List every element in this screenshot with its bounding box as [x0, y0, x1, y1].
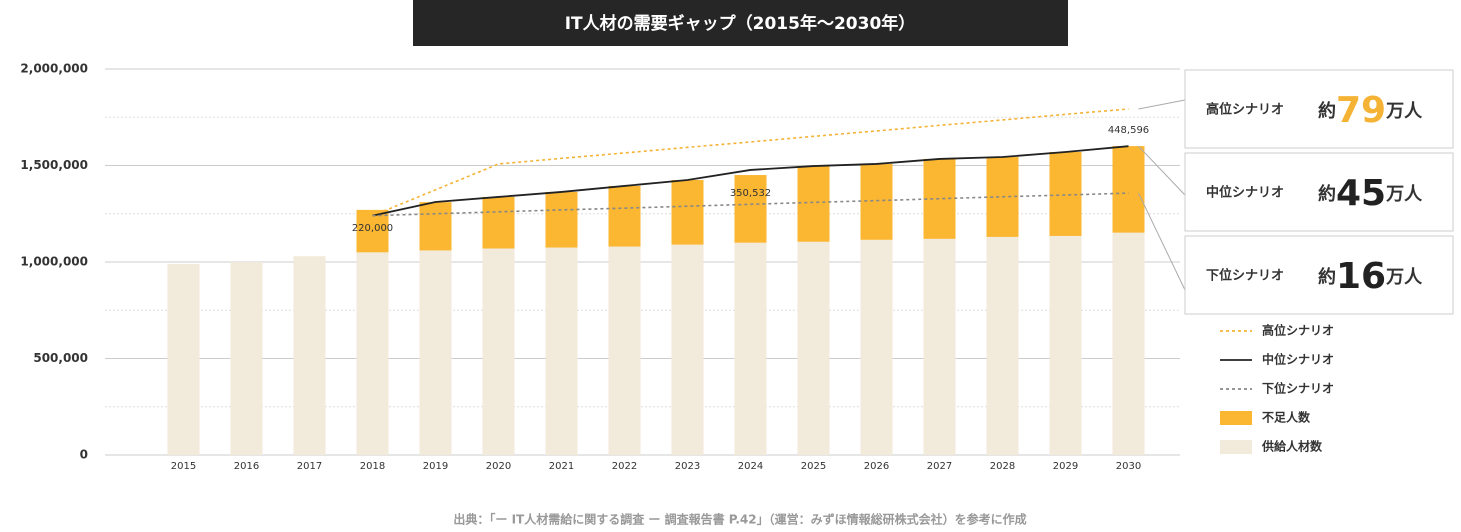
legend-swatch [1220, 411, 1252, 425]
source: 出典：「ー IT人材需給に関する調査 ー 調査報告書 P.42」（運営：みずほ情… [453, 512, 1026, 527]
bar [923, 238, 956, 455]
callout-value: 約45万人 [1318, 173, 1423, 214]
bar [545, 191, 578, 248]
callout-value: 16 [1336, 256, 1386, 297]
callout-label: 中位シナリオ [1206, 185, 1284, 201]
bar [482, 196, 515, 249]
callout-connector [1138, 145, 1186, 196]
x-tick-label: 2015 [171, 461, 196, 472]
x-tick-label: 2028 [990, 461, 1015, 472]
bar [986, 236, 1019, 455]
bar [482, 248, 515, 455]
bar [356, 252, 389, 455]
bar [608, 185, 641, 247]
legend-label: 下位シナリオ [1262, 381, 1334, 396]
bar [1112, 146, 1145, 233]
callout-unit: 万人 [1385, 267, 1423, 288]
callout-connector [1138, 99, 1186, 110]
bar [1049, 235, 1082, 455]
bar [608, 246, 641, 455]
x-tick-label: 2027 [927, 461, 952, 472]
title-banner [413, 0, 1068, 46]
legend-swatch [1220, 440, 1252, 454]
bar [167, 263, 200, 455]
legend-label: 供給人材数 [1261, 439, 1323, 454]
y-tick-label: 0 [80, 448, 88, 462]
bar [230, 262, 263, 455]
line [372, 145, 1129, 217]
data-label: 350,532 [730, 188, 771, 199]
x-tick-label: 2016 [234, 461, 259, 472]
bar [419, 250, 452, 455]
bar [797, 241, 830, 455]
callout-box [1184, 152, 1454, 232]
x-tick-label: 2029 [1053, 461, 1078, 472]
bar [671, 244, 704, 455]
bar [419, 202, 452, 251]
callout-prefix: 約 [1318, 100, 1336, 122]
data-label: 448,596 [1108, 125, 1149, 136]
x-tick-label: 2022 [612, 461, 637, 472]
data-label: 220,000 [352, 223, 393, 234]
legend-label: 高位シナリオ [1262, 323, 1334, 338]
y-tick-label: 1,000,000 [20, 255, 88, 269]
bar [734, 175, 767, 243]
legend-label: 中位シナリオ [1262, 352, 1334, 367]
chart-title: IT人材の需要ギャップ（2015年〜2030年） [565, 13, 916, 34]
x-tick-label: 2030 [1116, 461, 1141, 472]
callout-unit: 万人 [1385, 184, 1423, 205]
callout-label: 下位シナリオ [1206, 268, 1284, 284]
callout-unit: 万人 [1385, 101, 1423, 122]
callout-box [1184, 235, 1454, 315]
y-tick-label: 500,000 [33, 351, 88, 365]
bar [797, 166, 830, 242]
line [372, 192, 1129, 217]
bar [734, 242, 767, 455]
x-tick-label: 2021 [549, 461, 574, 472]
y-tick-label: 1,500,000 [20, 158, 88, 172]
callout-prefix: 約 [1318, 183, 1336, 205]
x-tick-label: 2020 [486, 461, 511, 472]
callout-prefix: 約 [1318, 266, 1336, 288]
line [372, 108, 1129, 217]
x-tick-label: 2017 [297, 461, 322, 472]
legend-label: 不足人数 [1262, 410, 1311, 425]
y-tick-label: 2,000,000 [20, 62, 88, 76]
bar [356, 209, 389, 253]
x-tick-label: 2024 [738, 461, 763, 472]
callout-value: 45 [1336, 173, 1386, 214]
bar [293, 256, 326, 455]
callout-value: 約16万人 [1318, 256, 1423, 297]
bar [1112, 232, 1145, 455]
x-tick-label: 2019 [423, 461, 448, 472]
callout-box [1184, 69, 1454, 149]
bar [860, 239, 893, 455]
callout-value: 79 [1336, 90, 1386, 131]
callout-label: 高位シナリオ [1206, 102, 1284, 118]
x-tick-label: 2026 [864, 461, 889, 472]
bar [671, 179, 704, 245]
bar [860, 163, 893, 240]
callout-connector [1138, 192, 1186, 291]
callout-value: 約79万人 [1318, 90, 1423, 131]
bar [545, 247, 578, 455]
x-tick-label: 2023 [675, 461, 700, 472]
x-tick-label: 2018 [360, 461, 385, 472]
x-tick-label: 2025 [801, 461, 826, 472]
